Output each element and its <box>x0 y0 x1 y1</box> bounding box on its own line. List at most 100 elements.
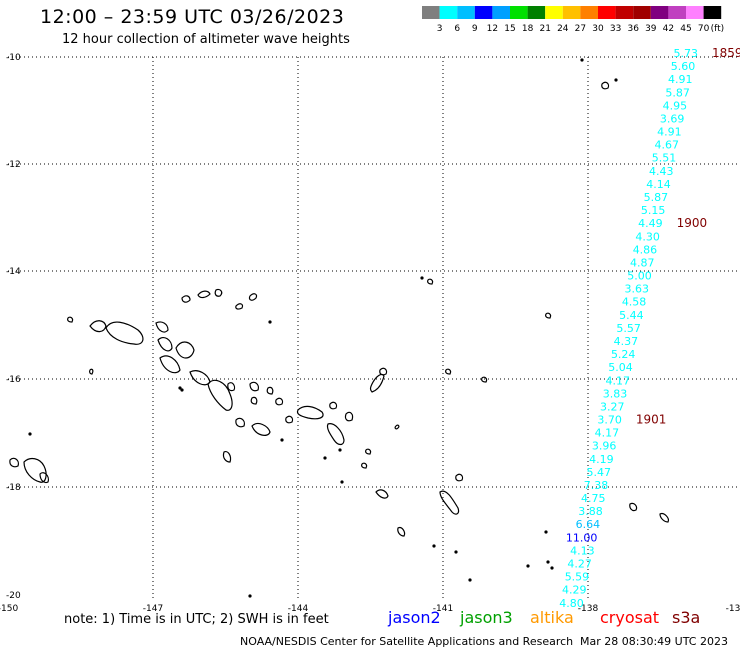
wave-height-value: 5.44 <box>619 309 644 322</box>
longitude-label: -141 <box>433 604 453 614</box>
wave-height-value: 4.17 <box>595 427 620 440</box>
wave-height-value: 5.00 <box>627 270 652 283</box>
wave-height-value: 5.47 <box>586 466 611 479</box>
island-outline <box>375 489 389 499</box>
island-outline <box>175 341 195 359</box>
colorbar-tick-label: 30 <box>592 24 604 34</box>
credit-line: NOAA/NESDIS Center for Satellite Applica… <box>240 635 574 648</box>
wave-height-value: 7.38 <box>584 479 609 492</box>
island-outline <box>67 316 74 323</box>
colorbar-tick-label: 3 <box>437 24 443 34</box>
island-outline <box>455 473 464 482</box>
latitude-label: -20 <box>6 591 21 601</box>
island-outline <box>248 293 258 301</box>
colorbar-tick-label: 15 <box>504 24 515 34</box>
colorbar-swatch <box>510 6 528 19</box>
island-outline <box>344 411 354 422</box>
island-outline <box>235 303 244 310</box>
island-outline <box>544 530 548 534</box>
island-outline <box>178 386 182 390</box>
wave-height-colorbar: 3 6 9 12 15 18 21 24 27 30 33 36 39 42 45 70 (ft) <box>422 6 725 34</box>
wave-height-value: 5.24 <box>611 348 636 361</box>
colorbar-tick-label: 33 <box>610 24 621 34</box>
island-outline <box>614 78 618 82</box>
island-outline <box>296 405 324 420</box>
wave-height-value: 4.91 <box>657 126 682 139</box>
colorbar-tick-label: 42 <box>663 24 674 34</box>
colorbar-tick-label: 45 <box>680 24 691 34</box>
island-outline <box>454 550 458 554</box>
wave-height-value: 5.87 <box>665 86 690 99</box>
wave-height-value: 5.15 <box>641 204 666 217</box>
colorbar-tick-label: 6 <box>454 24 460 34</box>
island-outline <box>329 401 338 410</box>
island-outline <box>659 513 669 523</box>
generated-timestamp: Mar 28 08:30:49 UTC 2023 <box>580 635 728 648</box>
colorbar-swatch <box>650 6 669 19</box>
island-outline <box>468 578 472 582</box>
island-outline <box>181 295 191 303</box>
latitude-label: -10 <box>6 53 21 63</box>
island-outline <box>323 456 327 460</box>
colorbar-tick-label: 36 <box>627 24 639 34</box>
island-outline <box>268 320 272 324</box>
colorbar-swatch <box>527 6 546 19</box>
island-outline <box>369 373 385 393</box>
island-outline <box>250 396 258 405</box>
island-outline <box>207 379 233 411</box>
wave-height-value: 5.87 <box>644 191 669 204</box>
island-outline <box>365 448 372 455</box>
island-outline <box>427 278 434 285</box>
island-outline <box>89 368 94 375</box>
wave-height-value: 5.59 <box>565 571 590 584</box>
colorbar-tick-label: 12 <box>487 24 498 34</box>
colorbar-swatch <box>703 6 722 19</box>
wave-height-value: 4.49 <box>638 217 663 230</box>
island-outline <box>326 423 345 446</box>
wave-height-value: 4.37 <box>614 335 639 348</box>
legend-jason2: jason2 <box>388 608 441 627</box>
island-outline <box>445 368 452 375</box>
wave-height-value: 4.43 <box>649 165 674 178</box>
wave-height-value: 5.51 <box>652 152 677 165</box>
wave-height-value: 4.13 <box>570 544 595 557</box>
colorbar-swatch <box>492 6 510 19</box>
island-outline <box>432 544 436 548</box>
island-outline <box>420 276 424 280</box>
island-outline <box>550 566 554 570</box>
island-outline <box>280 438 284 442</box>
island-outline <box>189 370 211 386</box>
wave-height-value: 3.83 <box>603 387 628 400</box>
track-time-label: 1900 <box>677 216 708 230</box>
wave-height-value: 4.14 <box>646 178 671 191</box>
longitude-label: -144 <box>288 604 309 614</box>
wave-height-value: 3.70 <box>597 414 622 427</box>
island-outline <box>394 424 400 430</box>
island-outline <box>629 502 638 512</box>
colorbar-tick-label: 18 <box>522 24 534 34</box>
colorbar-swatch <box>686 6 704 19</box>
latitude-label: -16 <box>6 375 21 385</box>
wave-height-value: 5.57 <box>616 322 641 335</box>
island-outline <box>361 462 368 469</box>
colorbar-tick-label: 21 <box>539 24 550 34</box>
track-time-label: 1901 <box>636 413 667 427</box>
legend-jason3: jason3 <box>460 608 513 627</box>
map-title: 12:00 – 23:59 UTC 03/26/2023 <box>40 6 345 28</box>
latitude-label: -18 <box>6 483 21 493</box>
island-outline <box>214 288 223 297</box>
colorbar-unit: (ft) <box>711 24 725 34</box>
longitude-label: -147 <box>143 604 163 614</box>
track-time-label: 1859 <box>712 46 740 60</box>
wave-height-value: 6.64 <box>576 518 601 531</box>
colorbar-swatch <box>474 6 493 19</box>
wave-height-value: 5.04 <box>608 361 633 374</box>
legend-s3a: s3a <box>672 608 701 627</box>
island-outline <box>248 594 252 598</box>
colorbar-swatch <box>615 6 634 19</box>
latitude-label: -12 <box>6 160 21 170</box>
colorbar-tick-label: 70 <box>698 24 710 34</box>
island-outline <box>526 564 530 568</box>
island-outline <box>379 367 388 376</box>
island-outline <box>285 415 294 424</box>
